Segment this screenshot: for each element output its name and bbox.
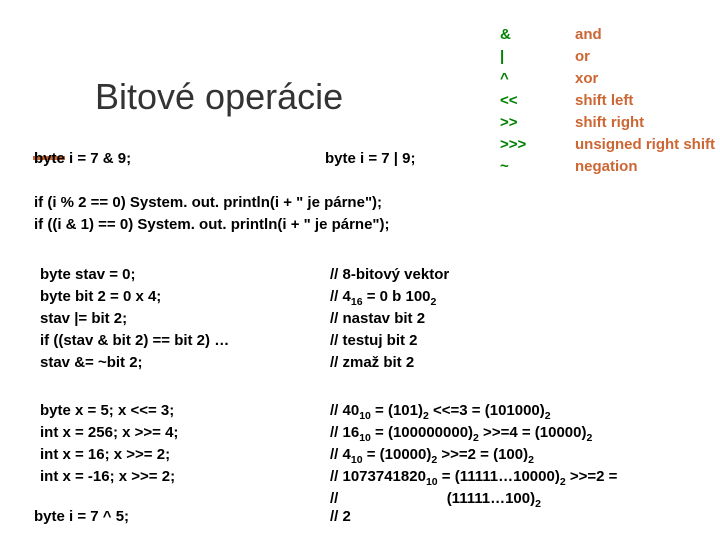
- code-right: // 410 = (10000)2 >>=2 = (100)2: [330, 444, 690, 466]
- code-left: byte x = 5; x <<= 3;: [40, 400, 330, 422]
- code-right: // 4010 = (101)2 <<=3 = (101000)2: [330, 400, 690, 422]
- op-symbol: |: [500, 46, 575, 68]
- code-left: stav |= bit 2;: [40, 308, 330, 330]
- code-left: if ((stav & bit 2) == bit 2) …: [40, 330, 330, 352]
- code-right: // (11111…100)2: [330, 488, 690, 510]
- code-right: // 416 = 0 b 1002: [330, 286, 690, 308]
- op-desc: and: [575, 24, 720, 46]
- example-or: byte i = 7 | 9;: [325, 148, 415, 170]
- operators-table: &and|or^xor<<shift left>>shift right>>>u…: [500, 24, 720, 178]
- code-left: [40, 488, 330, 510]
- example-and: byte i = 7 & 9;: [34, 148, 131, 170]
- code-left: byte bit 2 = 0 x 4;: [40, 286, 330, 308]
- op-desc: xor: [575, 68, 720, 90]
- code-left: int x = 256; x >>= 4;: [40, 422, 330, 444]
- op-symbol: >>: [500, 112, 575, 134]
- code-right: // nastav bit 2: [330, 308, 690, 330]
- code-left: int x = -16; x >>= 2;: [40, 466, 330, 488]
- xor-example-right: // 2: [330, 508, 351, 525]
- op-desc: negation: [575, 156, 720, 178]
- code-right: // 8-bitový vektor: [330, 264, 690, 286]
- code-right: // zmaž bit 2: [330, 352, 690, 374]
- op-desc: shift left: [575, 90, 720, 112]
- op-desc: unsigned right shift: [575, 134, 720, 156]
- op-symbol: &: [500, 24, 575, 46]
- code-line: if (i % 2 == 0) System. out. println(i +…: [34, 192, 390, 214]
- code-line: if ((i & 1) == 0) System. out. println(i…: [34, 214, 390, 236]
- op-symbol: ~: [500, 156, 575, 178]
- if-examples: if (i % 2 == 0) System. out. println(i +…: [34, 192, 390, 236]
- code-left: byte stav = 0;: [40, 264, 330, 286]
- slide-title: Bitové operácie: [95, 76, 343, 118]
- code-right: // 1610 = (100000000)2 >>=4 = (10000)2: [330, 422, 690, 444]
- bitvector-block: byte stav = 0;// 8-bitový vektorbyte bit…: [40, 264, 690, 374]
- code-right: // testuj bit 2: [330, 330, 690, 352]
- op-symbol: <<: [500, 90, 575, 112]
- op-desc: or: [575, 46, 720, 68]
- code-left: int x = 16; x >>= 2;: [40, 444, 330, 466]
- code-left: stav &= ~bit 2;: [40, 352, 330, 374]
- op-desc: shift right: [575, 112, 720, 134]
- shift-block: byte x = 5; x <<= 3;// 4010 = (101)2 <<=…: [40, 400, 690, 510]
- op-symbol: ^: [500, 68, 575, 90]
- xor-example-left: byte i = 7 ^ 5;: [34, 508, 129, 525]
- code-right: // 107374182010 = (11111…10000)2 >>=2 =: [330, 466, 690, 488]
- op-symbol: >>>: [500, 134, 575, 156]
